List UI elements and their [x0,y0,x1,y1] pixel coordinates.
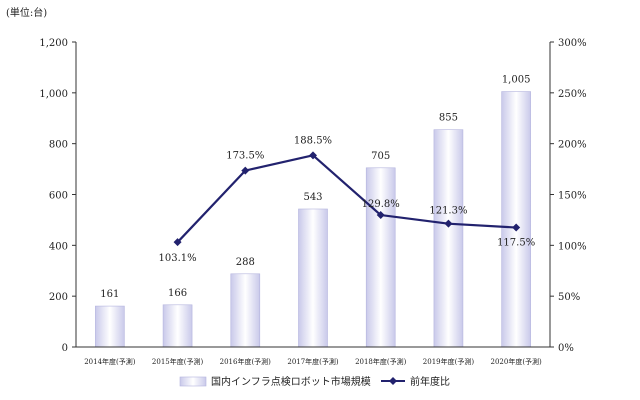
bar-value-label: 705 [371,151,390,162]
line-series [173,151,521,247]
ratio-marker [241,166,250,175]
category-label: 2019年度(予測) [423,357,475,366]
left-tick-label: 1,000 [39,89,68,100]
right-tick-label: 250% [558,89,587,100]
bar-value-label: 1,005 [502,75,531,86]
bar-data-labels: 161 166 288 543 705 855 1,005 [100,75,530,301]
left-tick-label: 200 [49,292,68,303]
bar-value-label: 855 [439,113,458,124]
ratio-marker [512,223,521,232]
bar [230,273,261,348]
category-label: 2015年度(予測) [152,357,204,366]
bar [162,304,193,348]
bar-value-label: 543 [303,192,322,203]
category-label: 2018年度(予測) [355,357,407,366]
legend: 国内インフラ点検ロボット市場規模 前年度比 [179,375,450,388]
category-label: 2014年度(予測) [84,357,136,366]
bar [365,167,396,348]
ratio-marker [309,151,317,160]
right-tick-label: 0% [558,343,574,354]
bar [95,305,125,348]
left-axis-ticks: 0 200 400 600 800 1,000 1,200 [39,38,76,354]
legend-bar-swatch [179,376,207,387]
legend-line-marker [389,377,397,385]
left-tick-label: 600 [49,191,68,202]
legend-line-label: 前年度比 [410,375,450,388]
ratio-marker [376,211,385,220]
right-tick-label: 300% [558,38,587,49]
bar [501,91,531,348]
left-tick-label: 800 [49,140,68,151]
category-label: 2020年度(予測) [491,357,543,366]
ratio-value-label: 129.8% [362,199,400,210]
ratio-line [176,154,517,243]
category-label: 2016年度(予測) [220,357,272,366]
ratio-value-label: 188.5% [294,135,332,146]
left-tick-label: 0 [62,343,68,354]
left-tick-label: 400 [49,241,68,252]
left-tick-label: 1,200 [39,38,68,49]
bar-value-label: 288 [236,257,255,268]
axes [75,42,551,348]
category-label: 2017年度(予測) [287,357,339,366]
bar [433,129,464,348]
ratio-value-label: 117.5% [497,238,535,249]
bar-value-label: 161 [100,289,119,300]
ratio-value-label: 173.5% [226,151,264,162]
ratio-value-label: 121.3% [429,206,467,217]
bar-value-label: 166 [168,288,187,299]
ratio-value-label: 103.1% [159,253,197,264]
bar-series [95,91,531,348]
unit-label: (単位:台) [6,6,47,19]
right-tick-label: 50% [558,292,580,303]
right-tick-label: 100% [558,241,587,252]
right-axis-ticks: 0% 50% 100% 150% 200% 250% 300% [550,38,587,354]
ratio-marker [444,219,453,228]
right-tick-label: 200% [558,140,587,151]
category-labels: 2014年度(予測) 2015年度(予測) 2016年度(予測) 2017年度(予測)… [84,357,542,366]
right-tick-label: 150% [558,191,587,202]
legend-bar-label: 国内インフラ点検ロボット市場規模 [211,375,371,388]
ratio-marker [173,238,182,247]
bar [298,208,328,348]
line-data-labels: 103.1% 173.5% 188.5% 129.8% 121.3% 117.5% [159,135,536,264]
